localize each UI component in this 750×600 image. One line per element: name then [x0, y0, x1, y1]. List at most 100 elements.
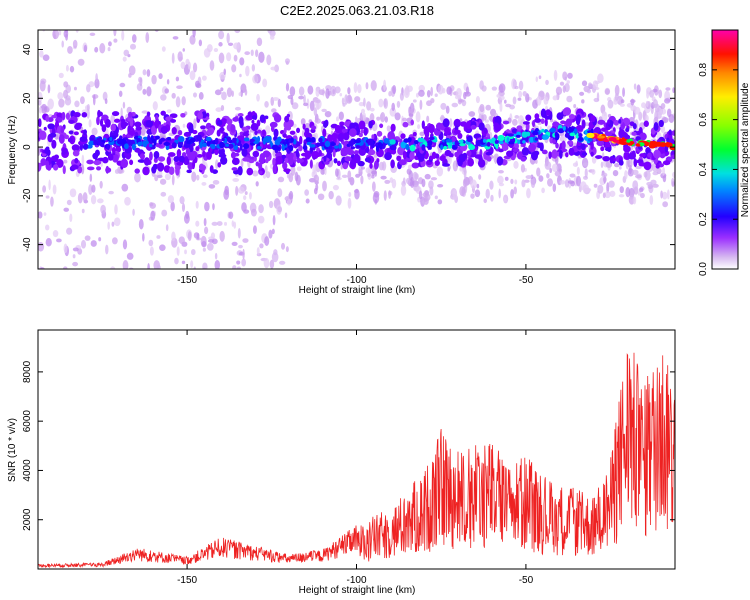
spectrogram-cell: [535, 76, 538, 83]
spectrogram-cell: [542, 134, 549, 140]
spectrogram-cell: [302, 145, 308, 151]
spectrogram-cell: [618, 119, 622, 124]
spectrogram-cell: [510, 178, 514, 185]
spectrogram-cell: [518, 90, 523, 98]
spectrogram-cell: [307, 85, 314, 95]
spectrogram-cell: [218, 52, 225, 64]
spectrogram-cell: [368, 140, 374, 147]
snr-series-line: [38, 352, 675, 569]
spectrogram-cell: [146, 86, 152, 97]
spectrogram-cell: [291, 102, 299, 110]
spectrogram-cell: [171, 127, 177, 135]
spectrogram-cell: [354, 96, 361, 103]
spectrogram-x-label: Height of straight line (km): [299, 285, 416, 296]
spectrogram-cell: [402, 177, 406, 184]
spectrogram-cell: [91, 184, 96, 193]
spectrogram-cell: [214, 148, 219, 156]
spectrogram-cell: [281, 242, 286, 250]
spectrogram-cell: [69, 213, 73, 222]
spectrogram-cell: [111, 237, 118, 245]
spectrogram-cell: [232, 177, 240, 183]
spectrogram-cell: [532, 130, 539, 136]
spectrogram-cell: [524, 179, 530, 183]
spectrogram-cell: [176, 161, 184, 166]
spectrogram-cell: [244, 88, 248, 96]
spectrogram-cell: [180, 112, 186, 118]
spectrogram-cell: [43, 212, 47, 216]
spectrogram-cell: [533, 150, 540, 156]
spectrogram-cell: [568, 113, 576, 120]
spectrogram-cell: [476, 140, 481, 146]
spectrogram-cell: [522, 140, 526, 144]
spectrogram-cell: [72, 39, 78, 49]
spectrogram-cell: [290, 97, 294, 106]
spectrogram-cell: [88, 119, 92, 128]
spectrogram-cell: [573, 128, 578, 135]
spectrogram-cell: [107, 46, 111, 52]
spectrogram-cell: [510, 189, 514, 199]
spectrogram-cell: [289, 144, 294, 152]
spectrogram-cell: [209, 165, 214, 173]
spectrogram-cell: [671, 140, 675, 145]
spectrogram-cell: [619, 103, 625, 107]
spectrogram-cell: [449, 118, 453, 128]
spectrogram-cell: [202, 142, 208, 148]
spectrogram-cell: [97, 111, 104, 117]
spectrogram-cell: [368, 120, 373, 129]
spectrogram-cell: [458, 153, 466, 163]
spectrogram-cell: [636, 84, 641, 94]
spectrogram-cell: [427, 139, 433, 146]
spectrogram-cell: [241, 20, 246, 25]
spectrogram-cell: [567, 140, 574, 146]
spectrogram-cell: [538, 75, 542, 80]
spectrogram-cell: [418, 89, 425, 97]
spectrogram-cell: [520, 156, 527, 162]
spectrogram-cell: [569, 132, 576, 137]
spectrogram-cell: [211, 18, 215, 25]
spectrogram-cell: [289, 130, 296, 135]
spectrogram-cell: [560, 135, 567, 143]
spectrogram-cell: [147, 263, 150, 269]
spectrogram-cell: [96, 18, 103, 27]
spectrogram-cell: [457, 132, 463, 140]
spectrogram-cell: [217, 162, 222, 168]
spectrogram-cell: [272, 97, 280, 101]
spectrogram-cell: [594, 80, 600, 85]
spectrogram-cell: [63, 81, 69, 88]
spectrogram-cell: [629, 164, 632, 175]
spectrogram-cell: [590, 115, 596, 123]
spectrogram-cell: [518, 80, 524, 91]
spectrogram-cell: [286, 198, 292, 206]
spectrogram-cell: [295, 174, 301, 186]
spectrogram-cell: [658, 119, 664, 128]
spectrogram-cell: [658, 142, 667, 148]
spectrogram-cell: [313, 107, 318, 117]
spectrogram-cell: [111, 146, 117, 154]
spectrogram-cell: [124, 196, 131, 206]
spectrogram-cell: [108, 41, 112, 47]
spectrogram-cell: [399, 92, 404, 101]
spectrogram-cell: [399, 138, 403, 144]
spectrogram-cell: [142, 88, 147, 95]
spectrogram-cell: [93, 139, 98, 146]
spectrogram-cell: [77, 192, 83, 204]
spectrogram-cell: [304, 127, 310, 134]
spectrogram-cell: [277, 136, 282, 143]
spectrogram-cell: [198, 39, 203, 47]
spectrogram-cell: [604, 191, 611, 199]
spectrogram-cell: [51, 114, 58, 119]
spectrogram-cell: [63, 207, 70, 212]
spectrogram-cell: [521, 179, 526, 188]
spectrogram-cell: [545, 109, 551, 116]
spectrogram-cell: [300, 152, 309, 157]
spectrogram-cell: [128, 65, 136, 76]
spectrogram-cell: [285, 246, 289, 253]
spectrogram-cell: [602, 155, 611, 162]
spectrogram-cell: [187, 231, 192, 242]
spectrogram-cell: [238, 92, 242, 96]
spectrogram-cell: [444, 149, 452, 157]
spectrogram-cell: [315, 87, 320, 97]
spectrogram-cell: [538, 175, 544, 182]
spectrogram-cell: [96, 137, 102, 141]
spectrogram-cell: [633, 106, 641, 115]
